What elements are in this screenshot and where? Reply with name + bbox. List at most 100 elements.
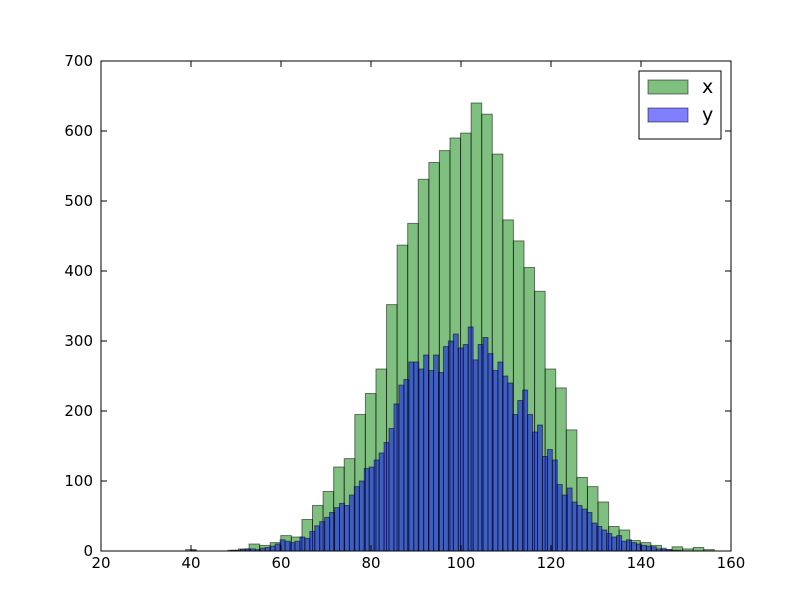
legend-label: x (702, 76, 713, 98)
bar (621, 540, 628, 552)
bar (378, 452, 385, 552)
y-tick-label: 400 (64, 262, 93, 280)
x-tick-label: 40 (181, 554, 200, 572)
bar (373, 459, 380, 552)
bar (692, 547, 705, 552)
bar (487, 353, 494, 552)
bar (274, 543, 281, 552)
x-tick-label: 80 (361, 554, 380, 572)
y-tick-label: 600 (64, 122, 93, 140)
bar (447, 340, 454, 552)
bar (284, 540, 291, 552)
plot-frame (100, 60, 732, 552)
bar (541, 456, 548, 552)
y-tick-label: 700 (64, 52, 93, 70)
bar (294, 540, 301, 552)
bar (383, 442, 390, 552)
bar (329, 512, 336, 552)
bar (611, 536, 618, 552)
bar (596, 526, 603, 552)
y-tick-label: 200 (64, 402, 93, 420)
bar (363, 467, 370, 552)
bar (467, 326, 474, 552)
bar (472, 359, 479, 552)
bar (497, 361, 504, 552)
legend: xy (638, 70, 722, 140)
bar (339, 502, 345, 552)
bar (442, 346, 449, 552)
bar (348, 494, 355, 552)
bar (522, 389, 529, 552)
bar (353, 486, 360, 552)
bar (566, 487, 573, 552)
bar (418, 368, 425, 552)
bar (606, 533, 613, 552)
x-tick-label: 120 (537, 554, 566, 572)
bar (438, 372, 444, 552)
bar (482, 337, 489, 552)
bar (433, 354, 439, 552)
bar (264, 547, 271, 552)
x-tick-label: 100 (447, 554, 476, 572)
legend-swatch (647, 79, 689, 95)
bar (601, 529, 608, 552)
x-tick-label: 20 (91, 554, 110, 572)
bar (527, 414, 534, 552)
bar (457, 347, 464, 552)
bar (546, 449, 553, 552)
y-tick-label: 0 (83, 542, 93, 560)
bar (650, 546, 657, 552)
y-tick-label: 100 (64, 472, 93, 490)
x-tick-label: 160 (717, 554, 746, 572)
bar (551, 459, 558, 552)
histogram-series (190, 326, 682, 552)
bar (408, 361, 415, 552)
bar (586, 512, 593, 552)
bar (452, 333, 459, 552)
bar (343, 505, 350, 552)
bar (358, 480, 365, 552)
bar (640, 544, 647, 552)
y-tick-label: 300 (64, 332, 93, 350)
bar (477, 344, 484, 552)
bar (571, 501, 578, 552)
bar (616, 535, 623, 552)
bar (309, 530, 316, 552)
bar (324, 516, 331, 552)
bar (393, 403, 400, 552)
bar (334, 507, 340, 552)
bar (403, 379, 410, 552)
bar (319, 521, 326, 552)
bar (413, 361, 420, 552)
y-tick-label: 500 (64, 192, 93, 210)
bar (314, 525, 321, 552)
bar (532, 431, 538, 552)
bar (269, 545, 276, 552)
bar (388, 428, 395, 552)
bar (645, 545, 652, 552)
bar (462, 344, 469, 552)
bar (423, 354, 430, 552)
bar (626, 539, 633, 552)
bar (368, 466, 375, 552)
x-tick-label: 140 (627, 554, 656, 572)
bar (537, 424, 543, 552)
bar (581, 508, 588, 552)
bar (517, 400, 524, 552)
bar (576, 505, 583, 552)
bar (299, 536, 306, 552)
bar (289, 542, 296, 552)
bar (507, 382, 514, 552)
bar (561, 494, 568, 552)
bar (631, 542, 637, 552)
bar (512, 414, 519, 552)
bar (304, 537, 311, 552)
bar (398, 384, 405, 552)
bar (591, 522, 598, 552)
bar (492, 369, 499, 552)
bar (556, 484, 563, 552)
x-tick-label: 60 (271, 554, 290, 572)
legend-swatch (647, 107, 689, 123)
legend-label: y (702, 104, 713, 126)
